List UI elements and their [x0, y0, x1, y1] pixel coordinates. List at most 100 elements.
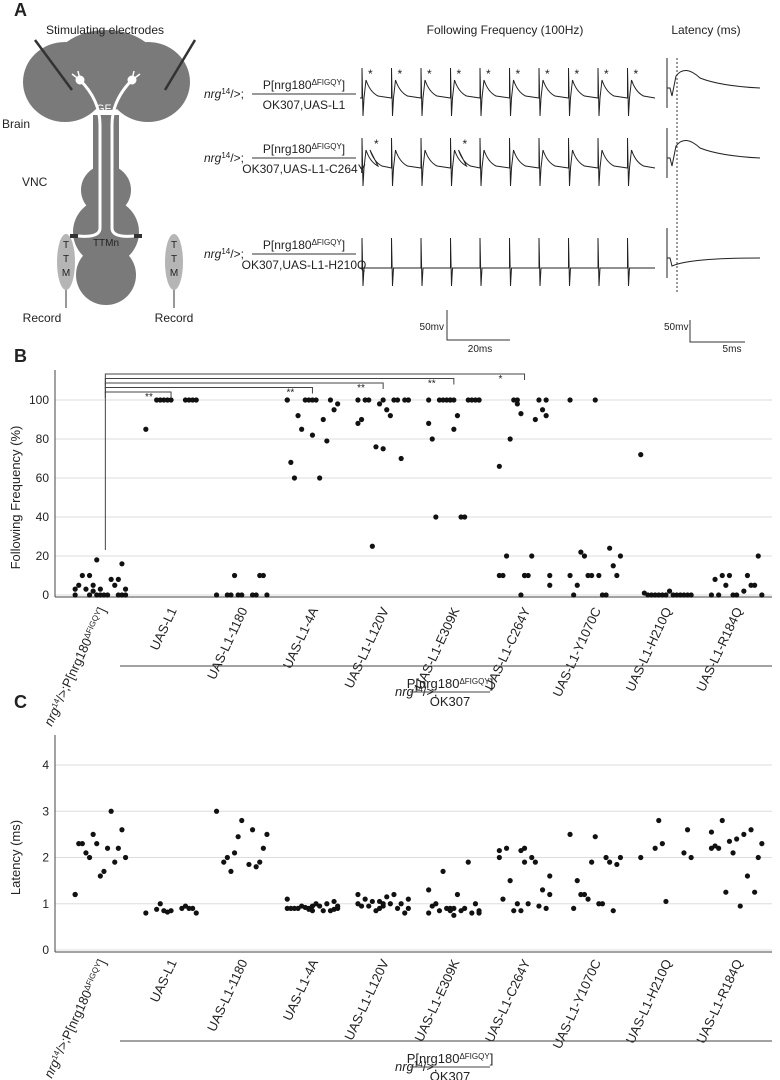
data-point: [708, 592, 715, 598]
data-point: [465, 859, 471, 865]
data-point: [759, 592, 765, 598]
significance-label: **: [357, 383, 365, 394]
data-point: [362, 896, 368, 902]
data-point: [79, 572, 85, 579]
data-point: [309, 432, 316, 438]
text-part: ]: [342, 142, 345, 156]
data-point: [677, 592, 683, 598]
data-point: [638, 452, 644, 458]
data-point: [317, 475, 323, 481]
data-point: [521, 859, 528, 865]
data-point: [476, 397, 482, 403]
panel-label: B: [14, 346, 27, 366]
data-point: [496, 463, 502, 469]
data-point: [741, 831, 747, 837]
ttmn-label: TTMn: [93, 238, 119, 249]
neurons: [71, 70, 141, 238]
data-point: [335, 401, 341, 407]
data-point: [547, 582, 553, 588]
y-tick-label: 40: [36, 510, 50, 524]
data-point: [536, 397, 542, 403]
data-point: [529, 854, 535, 861]
trace: [360, 67, 656, 117]
data-point: [320, 416, 326, 423]
data-point: [451, 397, 457, 403]
data-point: [652, 592, 658, 598]
text-part: />;: [230, 151, 244, 165]
y-tick-label: 20: [36, 549, 50, 563]
data-point: [97, 592, 103, 598]
data-point: [190, 905, 196, 911]
data-point: [500, 896, 506, 902]
data-point: [398, 455, 404, 462]
data-point: [104, 845, 111, 851]
data-point: [737, 903, 743, 909]
data-point: [748, 582, 754, 588]
data-point: [295, 413, 301, 419]
significance-bracket: [104, 387, 313, 394]
data-point: [726, 838, 733, 844]
data-point: [617, 854, 624, 861]
data-point: [500, 572, 506, 579]
data-point: [617, 553, 624, 559]
data-point: [320, 908, 326, 914]
data-point: [122, 586, 129, 592]
group-denominator: OK307: [430, 1069, 470, 1080]
data-point: [376, 898, 383, 905]
text-part: ]: [94, 605, 109, 615]
data-point: [402, 397, 408, 403]
ttm-letter: M: [62, 268, 70, 279]
data-point: [157, 901, 163, 907]
text-part: P[nrg180: [407, 1051, 460, 1066]
data-point: [426, 887, 432, 893]
x-tick-label: UAS-L1-L120V: [341, 957, 392, 1043]
data-point: [592, 397, 598, 403]
text-part: />;P[nrg180: [53, 988, 95, 1056]
data-point: [384, 894, 390, 900]
data-point: [638, 854, 644, 861]
text-part: ΔFIGQY: [459, 677, 490, 686]
data-point: [309, 903, 316, 909]
data-point: [670, 592, 676, 598]
x-tick-label: UAS-L1-R184Q: [693, 957, 745, 1046]
text-part: nrg: [204, 247, 222, 261]
data-point: [543, 905, 549, 911]
data-point: [380, 446, 386, 452]
data-point: [179, 905, 185, 911]
data-point: [112, 859, 118, 865]
text-part: ΔFIGQY: [82, 608, 103, 640]
data-point: [72, 592, 78, 598]
data-point: [86, 572, 93, 579]
data-point: [447, 397, 453, 403]
data-point: [518, 592, 524, 598]
trace: [360, 137, 656, 187]
asterisk: *: [575, 67, 580, 81]
y-tick-label: 1: [42, 897, 49, 911]
text-part: 14: [221, 247, 230, 256]
data-point: [76, 841, 82, 847]
scale-label: 50mv: [664, 322, 688, 333]
x-tick-label: nrg14/>;P[nrg180ΔFIGQY]: [41, 605, 109, 728]
data-point: [585, 896, 591, 902]
data-point: [79, 841, 85, 847]
x-tick-label: UAS-L1-Y1070C: [549, 957, 604, 1051]
data-point: [369, 543, 375, 549]
genotype-denominator: OK307,UAS-L1-H210Q: [242, 258, 367, 272]
data-point: [712, 576, 718, 583]
genotype-denominator: OK307,UAS-L1: [263, 98, 346, 112]
text-part: ]: [490, 1051, 494, 1066]
data-point: [532, 416, 538, 423]
data-point: [472, 901, 479, 907]
data-point: [469, 910, 475, 916]
data-point: [603, 854, 609, 861]
scale-label: 5ms: [723, 344, 742, 355]
data-point: [719, 817, 725, 824]
data-point: [335, 905, 341, 911]
data-point: [451, 426, 457, 432]
asterisk: *: [604, 67, 609, 81]
trace: [360, 237, 655, 287]
data-point: [264, 831, 270, 837]
asterisk: *: [398, 67, 403, 81]
scale-label: 50mv: [420, 322, 444, 333]
asterisk: *: [486, 67, 491, 81]
